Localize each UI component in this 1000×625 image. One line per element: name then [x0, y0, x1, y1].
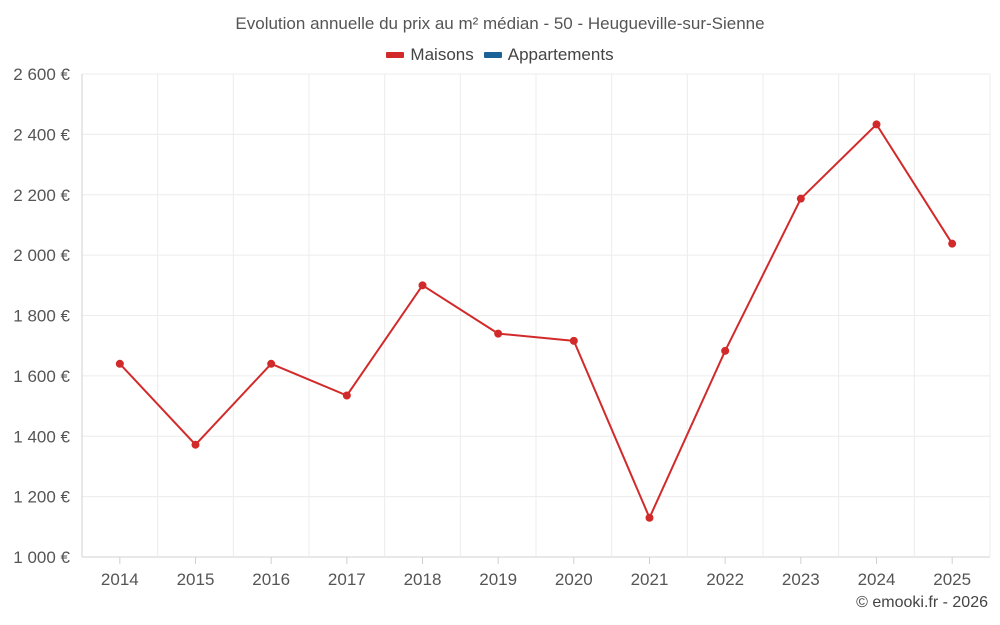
legend: Maisons Appartements	[0, 45, 1000, 65]
x-tick-label: 2018	[404, 570, 442, 589]
x-tick-label: 2025	[933, 570, 971, 589]
x-tick-label: 2021	[631, 570, 669, 589]
x-tick-label: 2020	[555, 570, 593, 589]
data-point-2017[interactable]	[342, 391, 351, 400]
x-tick-label: 2024	[858, 570, 896, 589]
y-tick-label: 2 000 €	[13, 246, 70, 265]
data-point-2015[interactable]	[191, 440, 200, 449]
data-point-2018[interactable]	[418, 281, 427, 290]
chart-title: Evolution annuelle du prix au m² médian …	[235, 14, 765, 33]
x-tick-label: 2017	[328, 570, 366, 589]
x-tick-label: 2015	[177, 570, 215, 589]
y-tick-label: 2 200 €	[13, 186, 70, 205]
legend-swatch-maisons	[386, 52, 405, 58]
y-tick-label: 1 400 €	[13, 427, 70, 446]
y-tick-label: 1 000 €	[13, 548, 70, 567]
x-tick-label: 2019	[479, 570, 517, 589]
legend-item-appartements[interactable]: Appartements	[483, 45, 614, 65]
data-point-2021[interactable]	[645, 513, 654, 522]
x-tick-label: 2014	[101, 570, 139, 589]
series-line-maisons	[119, 123, 954, 519]
x-tick-label: 2016	[252, 570, 290, 589]
data-point-2024[interactable]	[872, 120, 881, 129]
y-tick-label: 1 800 €	[13, 307, 70, 326]
credit-text: © emooki.fr - 2026	[856, 594, 988, 611]
data-point-2025[interactable]	[948, 239, 957, 248]
data-point-2019[interactable]	[494, 329, 503, 338]
data-point-2014[interactable]	[115, 359, 124, 368]
data-point-2020[interactable]	[569, 336, 578, 345]
legend-item-maisons[interactable]: Maisons	[386, 45, 474, 65]
y-tick-label: 2 600 €	[13, 65, 70, 84]
legend-label-maisons: Maisons	[410, 45, 474, 64]
y-tick-label: 2 400 €	[13, 125, 70, 144]
data-point-2023[interactable]	[796, 194, 805, 203]
legend-label-appartements: Appartements	[507, 45, 614, 64]
x-tick-label: 2022	[706, 570, 744, 589]
data-point-2016[interactable]	[267, 359, 276, 368]
data-point-2022[interactable]	[721, 346, 730, 355]
y-tick-label: 1 600 €	[13, 367, 70, 386]
legend-swatch-appartements	[483, 52, 502, 58]
y-tick-label: 1 200 €	[13, 488, 70, 507]
x-tick-label: 2023	[782, 570, 820, 589]
